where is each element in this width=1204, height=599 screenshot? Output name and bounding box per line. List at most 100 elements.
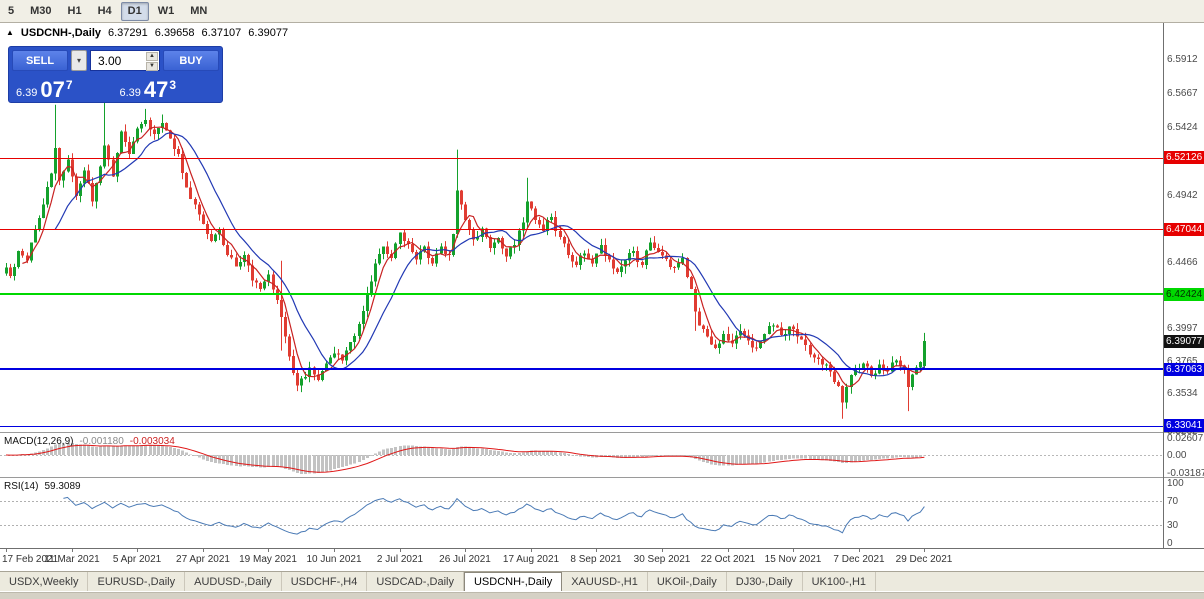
price-axis-border <box>1163 23 1164 549</box>
price-level-label: 6.33041 <box>1164 419 1204 432</box>
period-button-mn[interactable]: MN <box>190 5 208 17</box>
rsi-level-lines <box>0 501 1163 526</box>
period-button-5[interactable]: 5 <box>8 5 15 17</box>
date-tick <box>400 549 401 552</box>
macd-axis-label: 0.00 <box>1167 450 1187 461</box>
panel-separator-macd[interactable] <box>0 432 1204 433</box>
price-axis-label: 6.5424 <box>1167 122 1198 133</box>
date-axis-label: 10 Jun 2021 <box>306 554 362 565</box>
ask-pip-digit: 3 <box>169 78 177 92</box>
chart-tab-usdchf-h4[interactable]: USDCHF-,H4 <box>282 572 368 591</box>
date-tick <box>137 549 138 552</box>
moving-averages-layer <box>22 126 925 388</box>
ask-price: 6.39 47 3 <box>116 73 220 101</box>
date-axis-label: 22 Oct 2021 <box>700 554 756 565</box>
date-tick <box>662 549 663 552</box>
price-axis-label: 6.5667 <box>1167 88 1198 99</box>
volume-dropdown-button[interactable]: ▾ <box>71 50 87 71</box>
price-axis-label: 6.3997 <box>1167 323 1198 334</box>
date-tick <box>924 549 925 552</box>
sell-button[interactable]: SELL <box>12 50 68 71</box>
date-axis-label: 17 Feb 2021 <box>2 554 59 565</box>
volume-decrement-button[interactable]: ▼ <box>146 62 158 71</box>
ohlc-open: 6.37291 <box>108 27 148 39</box>
period-button-d1[interactable]: D1 <box>120 1 149 21</box>
date-axis[interactable]: 17 Feb 2021 11 Mar 2021 5 Apr 2021 27 Apr 2… <box>0 549 1163 570</box>
date-tick <box>859 549 860 552</box>
chart-symbol-period: USDCNH-,Daily <box>20 27 101 39</box>
horizontal-level-lines[interactable] <box>0 158 1163 427</box>
macd-axis-label: 0.02607 <box>1167 433 1204 444</box>
period-button-m30[interactable]: M30 <box>30 5 52 17</box>
date-axis-label: 19 May 2021 <box>239 554 297 565</box>
bid-pip-digit: 7 <box>65 78 73 92</box>
date-tick <box>6 549 7 552</box>
chart-marker-icon: ▲ <box>6 28 14 37</box>
chart-tab-xauusd-h1[interactable]: XAUUSD-,H1 <box>562 572 648 591</box>
period-button-h4[interactable]: H4 <box>97 5 112 17</box>
chart-tab-uk100-h1[interactable]: UK100-,H1 <box>803 572 877 591</box>
chart-tab-dj30-daily[interactable]: DJ30-,Daily <box>727 572 803 591</box>
price-axis-label: 6.3534 <box>1167 388 1198 399</box>
chart-tab-audusd-daily[interactable]: AUDUSD-,Daily <box>185 572 282 591</box>
price-level-label: 6.37063 <box>1164 363 1204 376</box>
price-axis-label: 6.4942 <box>1167 190 1198 201</box>
period-button-h1[interactable]: H1 <box>67 5 82 17</box>
chart-tab-usdx-weekly[interactable]: USDX,Weekly <box>0 572 89 591</box>
volume-increment-button[interactable]: ▲ <box>146 52 158 61</box>
date-tick <box>596 549 597 552</box>
macd-name: MACD(12,26,9) <box>4 436 74 447</box>
date-tick <box>465 549 466 552</box>
price-axis[interactable]: 6.5912 6.5667 6.5424 6.4942 6.4466 6.3997 6.37… <box>1164 0 1204 592</box>
chart-tab-usdcad-daily[interactable]: USDCAD-,Daily <box>367 572 464 591</box>
chart-tab-ukoil-daily[interactable]: UKOil-,Daily <box>648 572 727 591</box>
macd-panel-canvas[interactable] <box>0 433 1163 477</box>
date-axis-label: 5 Apr 2021 <box>112 554 162 565</box>
rsi-axis-label: 30 <box>1167 520 1179 531</box>
price-level-label: 6.47044 <box>1164 223 1204 236</box>
buy-button[interactable]: BUY <box>163 50 219 71</box>
ohlc-high: 6.39658 <box>154 27 195 39</box>
rsi-label: RSI(14) 59.3089 <box>4 481 81 492</box>
timeframe-buttons: 5 M30 H1 H4 D1 W1 MN <box>0 0 215 22</box>
rsi-axis-label: 0 <box>1167 538 1173 549</box>
price-axis-label: 6.3765 <box>1167 356 1198 367</box>
date-axis-label: 15 Nov 2021 <box>764 554 822 565</box>
chart-tab-usdcnh-daily[interactable]: USDCNH-,Daily <box>463 572 563 591</box>
date-axis-label: 26 Jul 2021 <box>439 554 491 565</box>
rsi-line <box>63 496 925 535</box>
date-tick <box>203 549 204 552</box>
price-level-label: 6.52126 <box>1164 151 1204 164</box>
chart-tabs-bar: USDX,Weekly EURUSD-,Daily AUDUSD-,Daily USD… <box>0 571 1204 591</box>
date-axis-label: 29 Dec 2021 <box>895 554 953 565</box>
macd-signal-value: -0.003034 <box>129 436 175 447</box>
bid-price: 6.39 07 7 <box>12 73 116 101</box>
rsi-axis-label: 70 <box>1167 496 1179 507</box>
rsi-axis-label: 100 <box>1167 478 1184 489</box>
chart-bottom-separator <box>0 548 1204 549</box>
date-axis-label: 17 Aug 2021 <box>502 554 560 565</box>
date-axis-label: 8 Sep 2021 <box>570 554 622 565</box>
date-axis-label: 11 Mar 2021 <box>44 554 100 565</box>
panel-separator-rsi[interactable] <box>0 477 1204 478</box>
current-price-label: 6.39077 <box>1164 335 1204 348</box>
rsi-panel-canvas[interactable] <box>0 478 1163 548</box>
volume-input[interactable]: 3.00 ▲ ▼ <box>90 50 160 71</box>
chart-tab-eurusd-daily[interactable]: EURUSD-,Daily <box>88 572 186 591</box>
ohlc-low: 6.37107 <box>201 27 242 39</box>
date-tick <box>728 549 729 552</box>
date-tick <box>268 549 269 552</box>
rsi-value: 59.3089 <box>44 481 81 492</box>
date-tick <box>72 549 73 552</box>
candles-layer <box>5 101 926 419</box>
date-axis-label: 2 Jul 2021 <box>376 554 424 565</box>
ask-big-digits: 47 <box>143 77 169 102</box>
volume-value: 3.00 <box>98 53 122 68</box>
macd-axis-label: -0.03187 <box>1167 468 1204 479</box>
date-axis-label: 27 Apr 2021 <box>176 554 230 565</box>
window-bottom-edge <box>0 592 1204 599</box>
macd-main-value: -0.001180 <box>79 436 124 447</box>
timeframe-toolbar: 5 M30 H1 H4 D1 W1 MN <box>0 0 1204 23</box>
period-button-w1[interactable]: W1 <box>157 5 175 17</box>
